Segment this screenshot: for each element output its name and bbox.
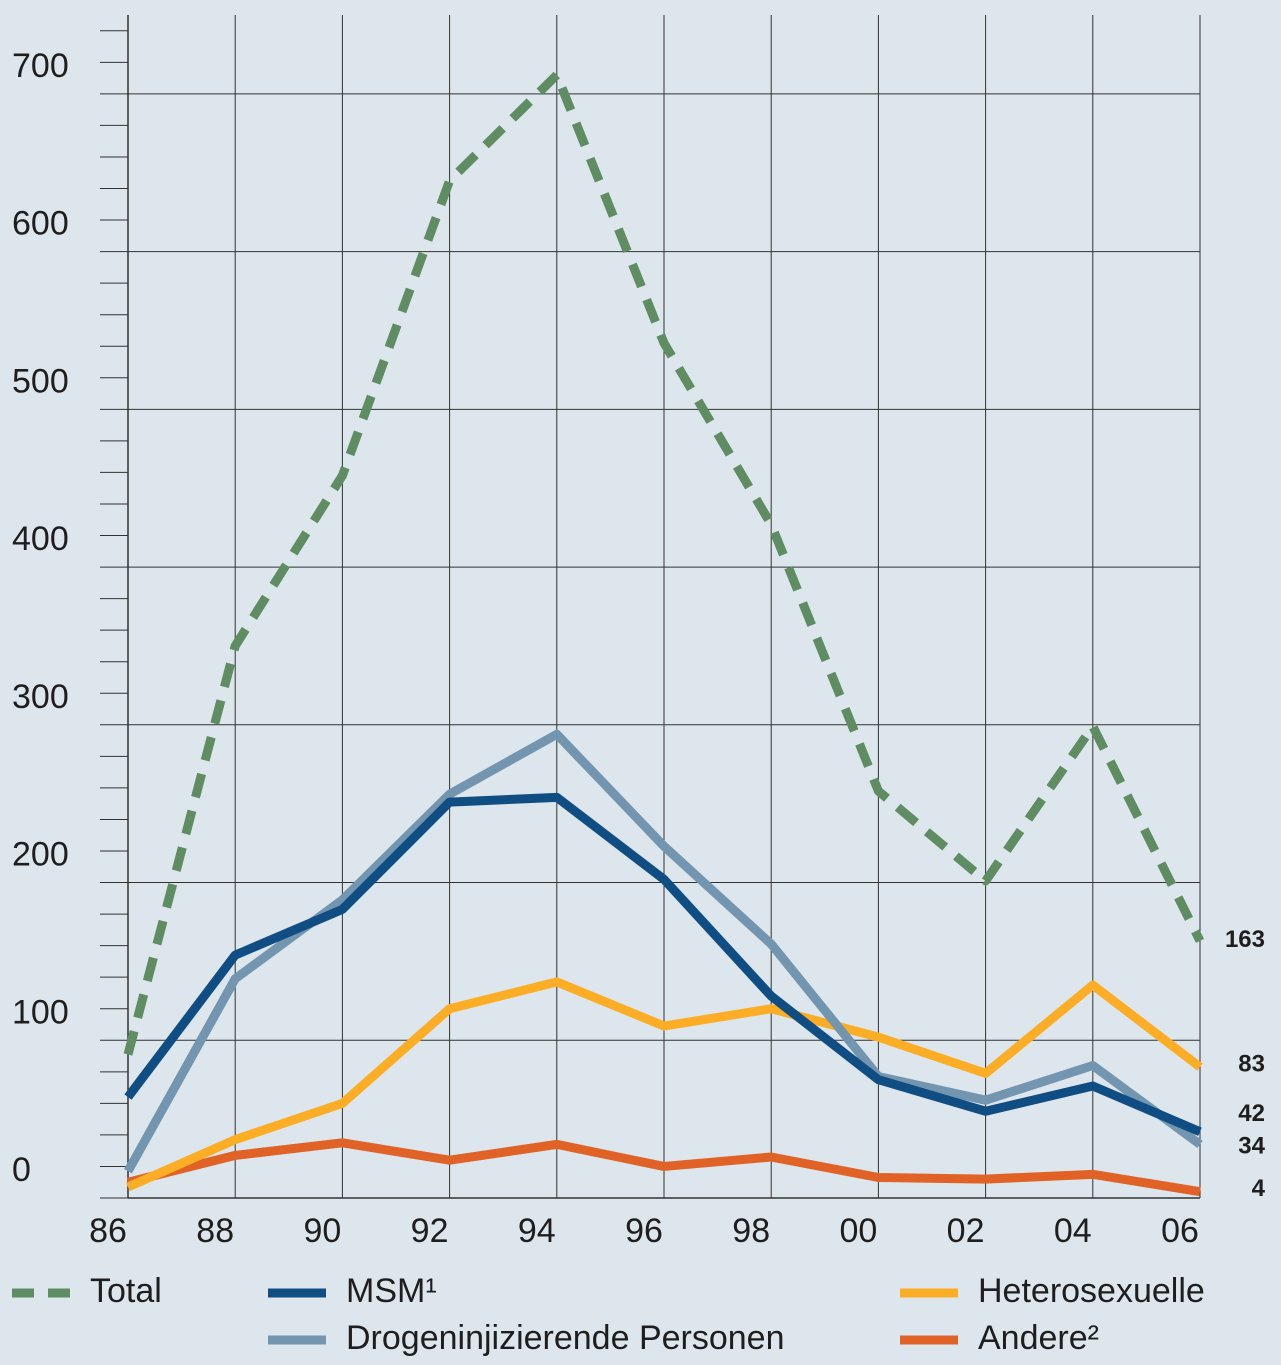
series-line	[126, 977, 1203, 1192]
x-tick-label: 04	[1054, 1212, 1092, 1250]
x-tick-label: 98	[732, 1212, 770, 1250]
x-tick-label: 86	[89, 1212, 127, 1250]
legend-label: Drogeninjizierende Personen	[346, 1319, 785, 1357]
end-value-label: 163	[1225, 926, 1265, 953]
x-tick-label: 92	[411, 1212, 449, 1250]
end-value-label: 34	[1238, 1133, 1265, 1160]
series-line	[123, 70, 1205, 1056]
x-tick-label: 02	[947, 1212, 985, 1250]
x-tick-label: 88	[196, 1212, 234, 1250]
legend-label: Total	[90, 1272, 162, 1310]
y-tick-label: 300	[12, 678, 69, 716]
x-tick-label: 96	[625, 1212, 663, 1250]
y-tick-label: 700	[12, 47, 69, 85]
y-tick-label: 400	[12, 520, 69, 558]
y-tick-label: 600	[12, 205, 69, 243]
x-tick-label: 90	[303, 1212, 341, 1250]
y-tick-label: 100	[12, 993, 69, 1031]
legend-label: Heterosexuelle	[978, 1272, 1205, 1310]
x-tick-label: 06	[1161, 1212, 1199, 1250]
series-line	[124, 792, 1202, 1136]
legend-label: MSM¹	[346, 1272, 437, 1310]
end-value-label: 83	[1238, 1050, 1265, 1077]
legend-label: Andere²	[978, 1319, 1099, 1357]
y-tick-label: 500	[12, 362, 69, 400]
x-tick-label: 94	[518, 1212, 556, 1250]
y-tick-label: 200	[12, 836, 69, 874]
y-tick-label: 0	[12, 1151, 31, 1189]
end-value-label: 4	[1252, 1175, 1266, 1202]
series-line	[126, 1138, 1201, 1197]
x-tick-label: 00	[839, 1212, 877, 1250]
end-value-label: 42	[1238, 1100, 1265, 1127]
